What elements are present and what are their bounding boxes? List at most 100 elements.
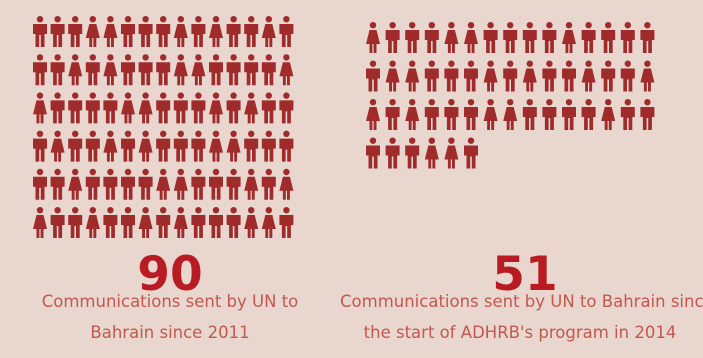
- woman-icon: [173, 168, 188, 200]
- stat-caption-left-line-1: Communications sent by UN to: [41, 292, 299, 311]
- man-icon: [209, 54, 223, 86]
- woman-icon: [191, 54, 206, 86]
- man-icon: [279, 130, 294, 162]
- man-icon: [156, 207, 171, 238]
- woman-icon: [244, 168, 259, 200]
- woman-icon: [640, 60, 655, 92]
- man-icon: [156, 54, 171, 86]
- woman-icon: [244, 92, 259, 124]
- man-icon: [385, 99, 400, 130]
- woman-icon: [562, 22, 576, 53]
- woman-icon: [209, 16, 223, 47]
- man-icon: [640, 22, 655, 53]
- woman-icon: [103, 54, 118, 86]
- man-icon: [68, 92, 83, 124]
- man-icon: [562, 99, 576, 130]
- man-icon: [50, 54, 65, 86]
- woman-icon: [85, 207, 100, 238]
- man-icon: [156, 92, 171, 124]
- man-icon: [191, 16, 206, 47]
- man-icon: [601, 22, 616, 53]
- man-icon: [103, 168, 118, 200]
- man-icon: [601, 60, 616, 92]
- woman-icon: [405, 60, 420, 92]
- man-icon: [261, 168, 276, 200]
- man-icon: [385, 137, 400, 169]
- man-icon: [33, 168, 47, 200]
- man-icon: [261, 54, 276, 86]
- woman-icon: [601, 99, 616, 130]
- man-icon: [50, 168, 65, 200]
- man-icon: [279, 207, 294, 238]
- man-icon: [191, 168, 206, 200]
- woman-icon: [424, 137, 439, 169]
- man-icon: [121, 168, 135, 200]
- man-icon: [173, 130, 188, 162]
- man-icon: [620, 22, 635, 53]
- woman-icon: [173, 16, 188, 47]
- man-icon: [85, 92, 100, 124]
- man-icon: [191, 207, 206, 238]
- man-icon: [581, 22, 596, 53]
- man-icon: [50, 92, 65, 124]
- man-icon: [156, 16, 171, 47]
- man-icon: [226, 168, 241, 200]
- man-icon: [33, 54, 47, 86]
- woman-icon: [385, 60, 400, 92]
- stat-caption-right-line-1: Communications sent by UN to Bahrain sin…: [340, 292, 703, 311]
- man-icon: [121, 16, 135, 47]
- woman-icon: [522, 60, 537, 92]
- man-icon: [464, 99, 478, 130]
- man-icon: [503, 22, 518, 53]
- man-icon: [444, 60, 459, 92]
- man-icon: [385, 22, 400, 53]
- man-icon: [464, 137, 478, 169]
- woman-icon: [279, 168, 294, 200]
- man-icon: [424, 60, 439, 92]
- man-icon: [640, 99, 655, 130]
- man-icon: [503, 60, 518, 92]
- woman-icon: [464, 22, 478, 53]
- man-icon: [483, 22, 498, 53]
- woman-icon: [483, 60, 498, 92]
- man-icon: [68, 16, 83, 47]
- man-icon: [261, 92, 276, 124]
- man-icon: [542, 60, 557, 92]
- man-icon: [562, 60, 576, 92]
- woman-icon: [121, 92, 135, 124]
- man-icon: [191, 92, 206, 124]
- woman-icon: [483, 99, 498, 130]
- man-icon: [226, 92, 241, 124]
- man-icon: [85, 54, 100, 86]
- man-icon: [366, 137, 380, 169]
- man-icon: [244, 16, 259, 47]
- man-icon: [542, 99, 557, 130]
- woman-icon: [244, 207, 259, 238]
- man-icon: [121, 207, 135, 238]
- man-icon: [279, 16, 294, 47]
- man-icon: [103, 92, 118, 124]
- man-icon: [424, 22, 439, 53]
- woman-icon: [173, 54, 188, 86]
- man-icon: [405, 137, 420, 169]
- man-icon: [244, 54, 259, 86]
- man-icon: [50, 16, 65, 47]
- man-icon: [405, 22, 420, 53]
- woman-icon: [138, 130, 153, 162]
- man-icon: [542, 22, 557, 53]
- woman-icon: [173, 207, 188, 238]
- man-icon: [226, 54, 241, 86]
- man-icon: [581, 99, 596, 130]
- woman-icon: [209, 92, 223, 124]
- man-icon: [522, 99, 537, 130]
- woman-icon: [226, 130, 241, 162]
- man-icon: [366, 60, 380, 92]
- woman-icon: [444, 22, 459, 53]
- man-icon: [138, 16, 153, 47]
- man-icon: [620, 99, 635, 130]
- stat-caption-right-line-2: the start of ADHRB's program in 2014: [363, 323, 677, 342]
- man-icon: [85, 168, 100, 200]
- man-icon: [226, 207, 241, 238]
